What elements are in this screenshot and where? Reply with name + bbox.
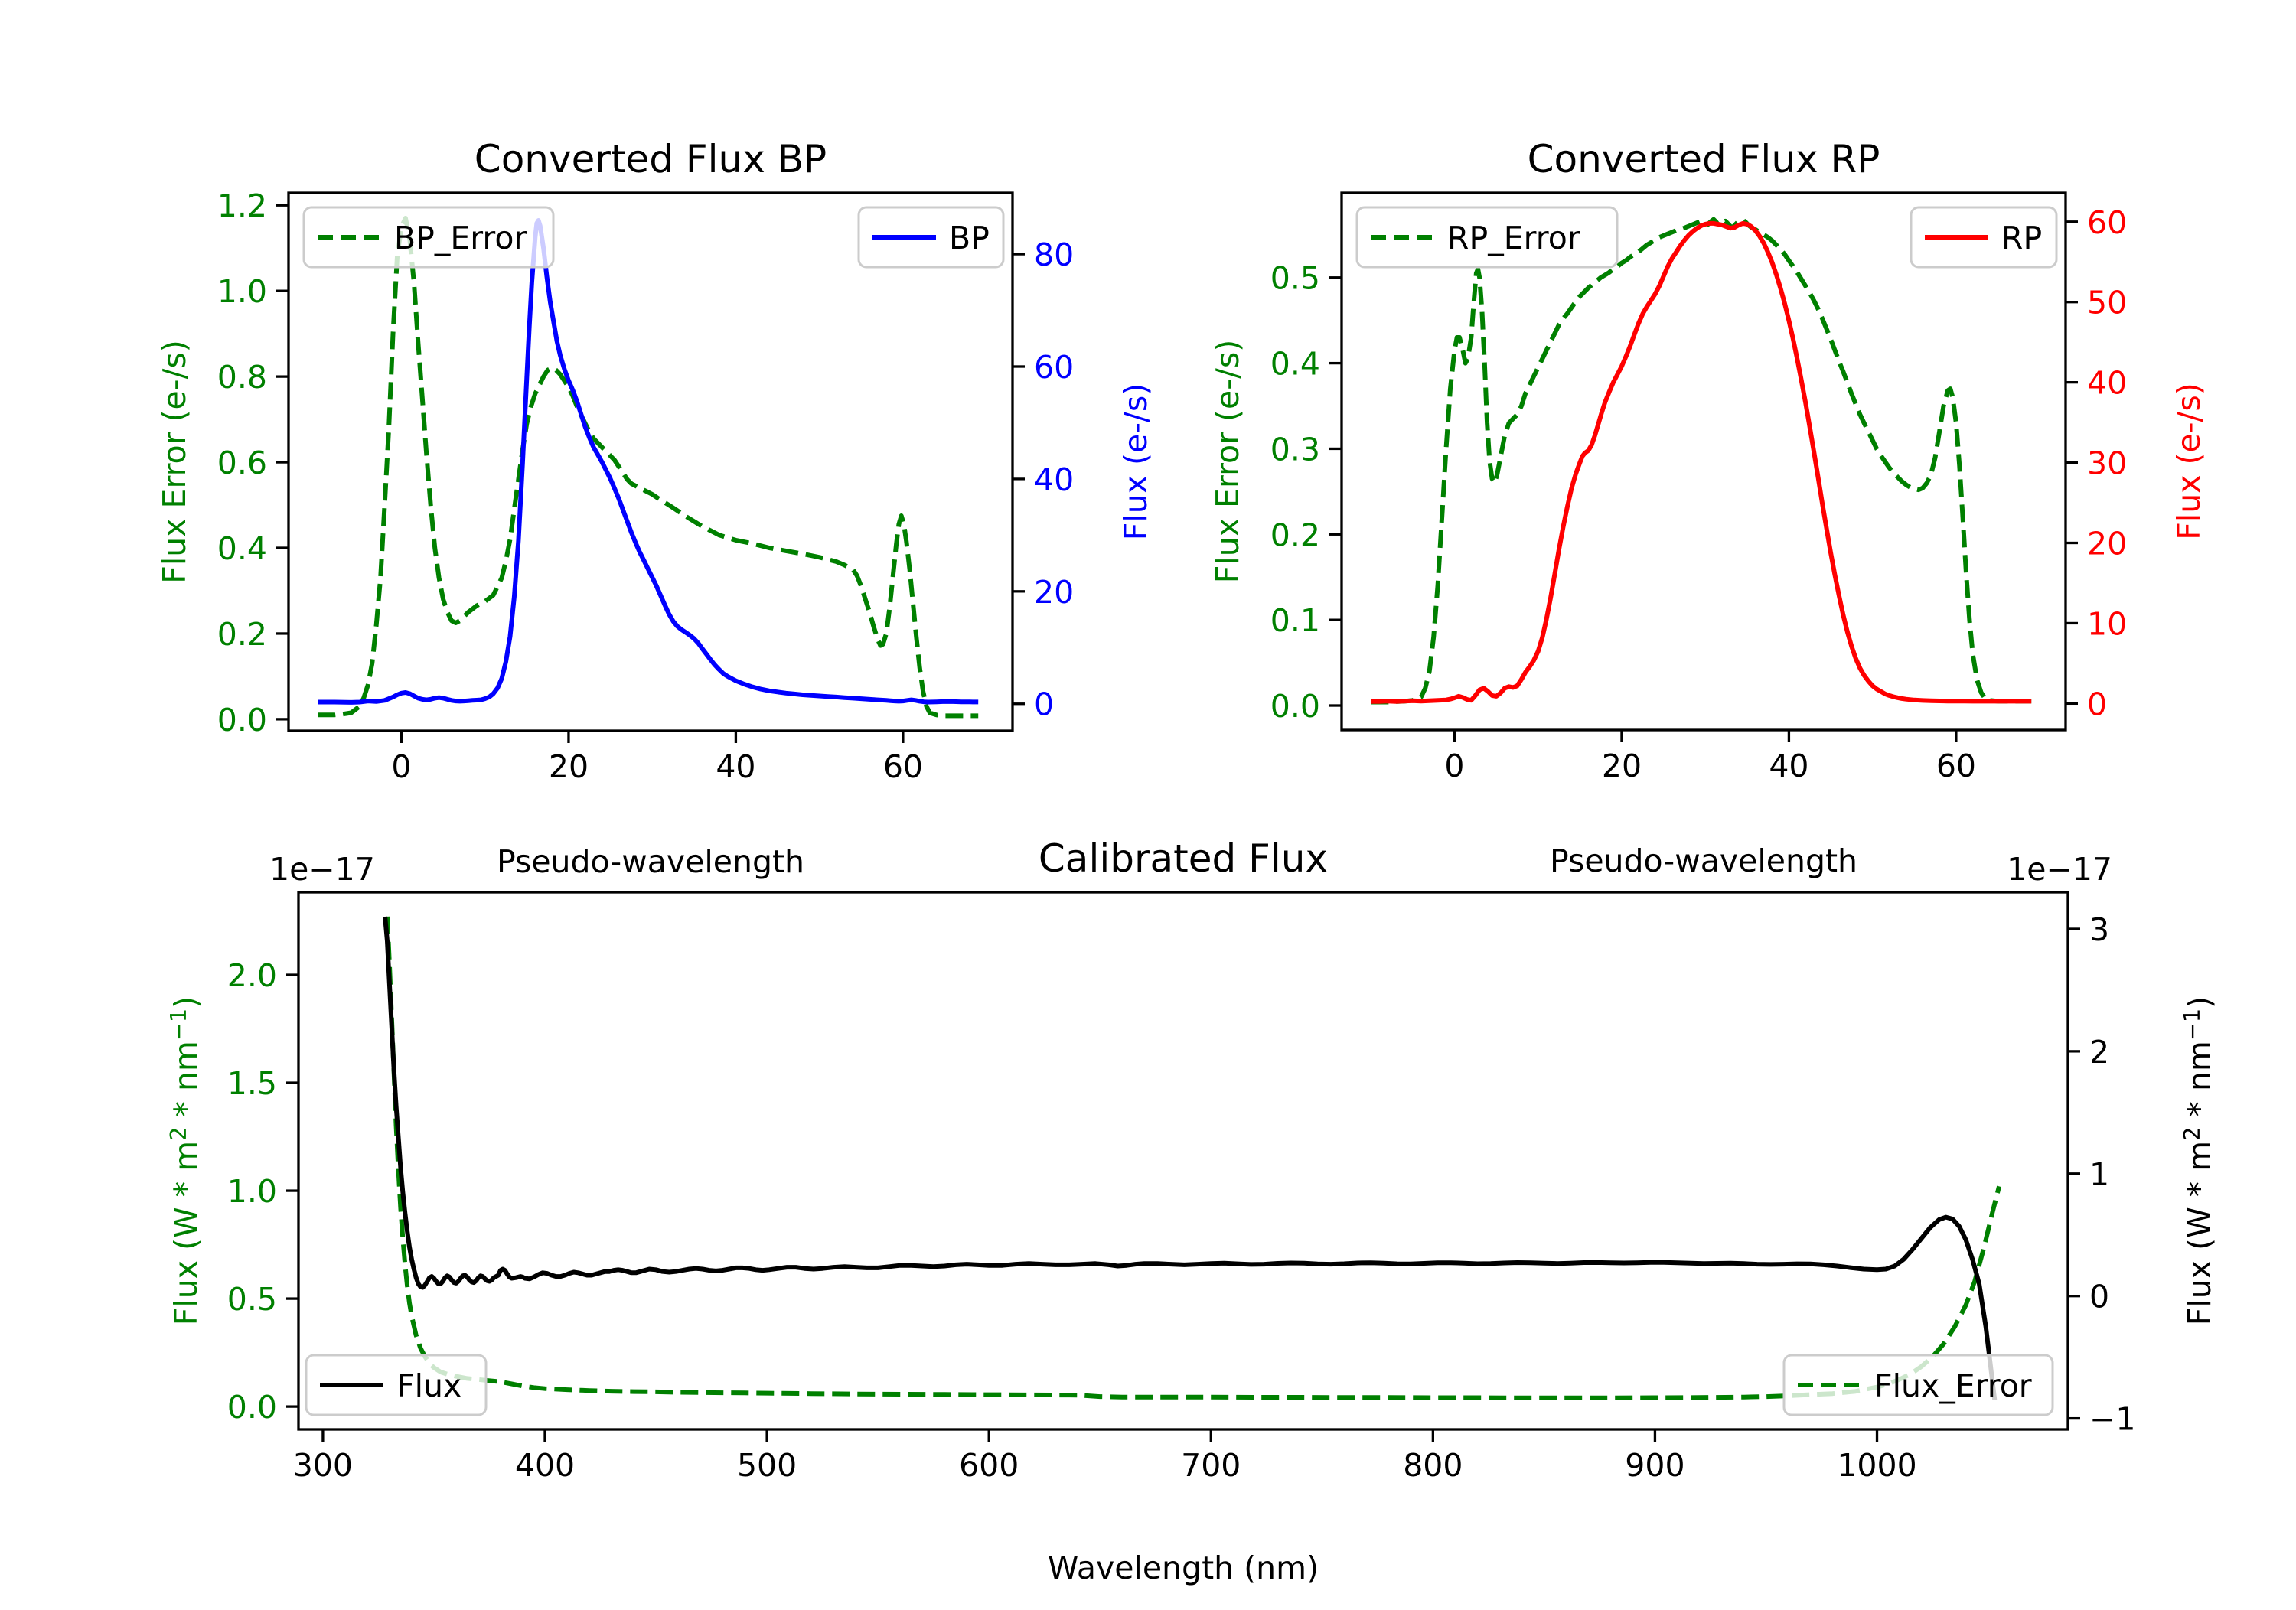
rp-xlabel: Pseudo-wavelength	[1550, 842, 1857, 879]
rp-right-tick-label: 0	[2087, 686, 2107, 722]
cal-x-tick-label: 1000	[1837, 1447, 1916, 1484]
cal-plot-area	[383, 916, 2002, 1400]
rp-right-tick-label: 40	[2087, 365, 2127, 402]
cal-right-tick-label: 2	[2089, 1034, 2109, 1071]
bp-left-tick-label: 0.2	[217, 616, 267, 653]
bp-legend-label: BP	[949, 220, 990, 256]
cal-right-ylabel: Flux (W * m2 * nm−1)	[2179, 996, 2218, 1325]
cal-right-tick-label: −1	[2089, 1401, 2135, 1438]
rp_error-curve	[1371, 217, 2032, 705]
rp-axes: 0 20 40 60 0.0 0.1 0.2 0.3 0.4 0.5 0 10 20 30 40 50 60 Co…	[1209, 137, 2207, 879]
cal-xlabel: Wavelength (nm)	[1048, 1550, 1319, 1586]
bp-x-tick-label: 40	[716, 748, 755, 785]
cal-left-ylabel: Flux (W * m2 * nm−1)	[165, 996, 204, 1325]
cal-left-tick-label: 2.0	[227, 957, 277, 994]
bp-curve	[318, 218, 979, 705]
bp-x-tick-label: 20	[549, 748, 589, 785]
flux_error-legend-box	[1782, 1354, 2054, 1416]
bp-left-tick-label: 1.0	[217, 273, 267, 310]
rp-x-tick-label: 60	[1936, 748, 1976, 784]
bp-axes: 0 20 40 60 0.0 0.2 0.4 0.6 0.8 1.0 1.2 0 20 40 60 80 Con…	[156, 137, 1154, 880]
bp-right-tick-label: 60	[1034, 349, 1074, 386]
rp-left-tick-label: 0.1	[1270, 602, 1320, 639]
rp-right-tick-label: 20	[2087, 526, 2127, 562]
bp-title: Converted Flux BP	[475, 137, 827, 181]
rp-x-tick-label: 20	[1602, 748, 1642, 784]
cal-x-tick-label: 600	[959, 1447, 1019, 1484]
cal-title: Calibrated Flux	[1039, 836, 1328, 881]
bp-left-tick-label: 0.4	[217, 530, 267, 567]
flux_error-legend: Flux_Error	[1782, 1354, 2054, 1416]
rp-x-tick-label: 0	[1444, 748, 1464, 784]
bp-x-tick-label: 60	[883, 748, 923, 785]
rp-legend-label: RP	[2001, 220, 2042, 256]
cal-x-tick-label: 900	[1625, 1447, 1684, 1484]
cal-right-offset-text: 1e−17	[2007, 851, 2112, 888]
cal-x-tick-label: 300	[293, 1447, 353, 1484]
bp_error-legend: BP_Error	[302, 206, 555, 269]
flux-legend: Flux	[305, 1354, 488, 1416]
rp-left-tick-label: 0.0	[1270, 688, 1320, 725]
rp-right-tick-label: 50	[2087, 285, 2127, 321]
cal-left-tick-label: 0.0	[227, 1389, 277, 1426]
rp-left-tick-label: 0.2	[1270, 517, 1320, 553]
rp_error-legend-label: RP_Error	[1447, 220, 1580, 256]
bp-left-ylabel: Flux Error (e-/s)	[156, 340, 193, 583]
flux-curve	[383, 916, 1998, 1400]
bp-right-ylabel: Flux (e-/s)	[1117, 383, 1154, 540]
bp-left-tick-label: 1.2	[217, 187, 267, 224]
flux-legend-box	[305, 1354, 488, 1416]
cal-right-tick-label: 3	[2089, 911, 2109, 948]
bp-right-tick-label: 0	[1034, 686, 1054, 723]
rp_error-legend: RP_Error	[1355, 206, 1619, 269]
cal-x-tick-label: 400	[515, 1447, 575, 1484]
cal-x-tick-label: 500	[737, 1447, 797, 1484]
cal-x-tick-label: 700	[1181, 1447, 1241, 1484]
cal-x-tick-label: 800	[1403, 1447, 1463, 1484]
rp-left-tick-label: 0.5	[1270, 260, 1320, 297]
cal-frame	[297, 891, 2069, 1431]
rp-plot-area	[1371, 217, 2032, 705]
rp-right-tick-label: 60	[2087, 204, 2127, 241]
cal-left-tick-label: 1.5	[227, 1065, 277, 1102]
flux_error-curve	[385, 916, 2002, 1400]
rp-right-ylabel: Flux (e-/s)	[2170, 383, 2207, 539]
bp_error-legend-label: BP_Error	[394, 220, 527, 256]
bp-right-tick-label: 80	[1034, 236, 1074, 273]
bp-right-tick-label: 20	[1034, 574, 1074, 611]
bp-legend: BP	[857, 206, 1005, 269]
cal-left-tick-label: 1.0	[227, 1173, 277, 1210]
cal-axes: 300 400 500 600 700 800 900 1000 0.0 0.5 1.0 1.5 2.0…	[165, 836, 2218, 1586]
bp-x-tick-label: 0	[391, 748, 411, 785]
bp-xlabel: Pseudo-wavelength	[497, 843, 804, 880]
bp-plot-area	[318, 216, 979, 719]
rp-curve	[1371, 220, 2032, 704]
cal-left-tick-label: 0.5	[227, 1281, 277, 1318]
rp-title: Converted Flux RP	[1528, 137, 1880, 181]
rp-left-tick-label: 0.4	[1270, 346, 1320, 383]
bp_error-curve	[318, 216, 979, 719]
bp-right-tick-label: 40	[1034, 461, 1074, 498]
cal-right-tick-label: 0	[2089, 1279, 2109, 1315]
rp_error-legend-box	[1355, 206, 1619, 269]
flux-legend-label: Flux	[396, 1367, 461, 1404]
bp_error-legend-box	[302, 206, 555, 269]
rp-right-tick-label: 10	[2087, 605, 2127, 642]
bp-left-tick-label: 0.8	[217, 359, 267, 396]
bp-left-tick-label: 0.6	[217, 445, 267, 481]
flux_error-legend-label: Flux_Error	[1874, 1367, 2032, 1404]
cal-right-tick-label: 1	[2089, 1156, 2109, 1193]
rp-left-ylabel: Flux Error (e-/s)	[1209, 340, 1246, 583]
rp-right-tick-label: 30	[2087, 445, 2127, 482]
rp-legend: RP	[1910, 206, 2058, 269]
rp-x-tick-label: 40	[1769, 748, 1808, 784]
cal-left-offset-text: 1e−17	[269, 851, 375, 888]
rp-left-tick-label: 0.3	[1270, 431, 1320, 468]
bp-left-tick-label: 0.0	[217, 702, 267, 738]
